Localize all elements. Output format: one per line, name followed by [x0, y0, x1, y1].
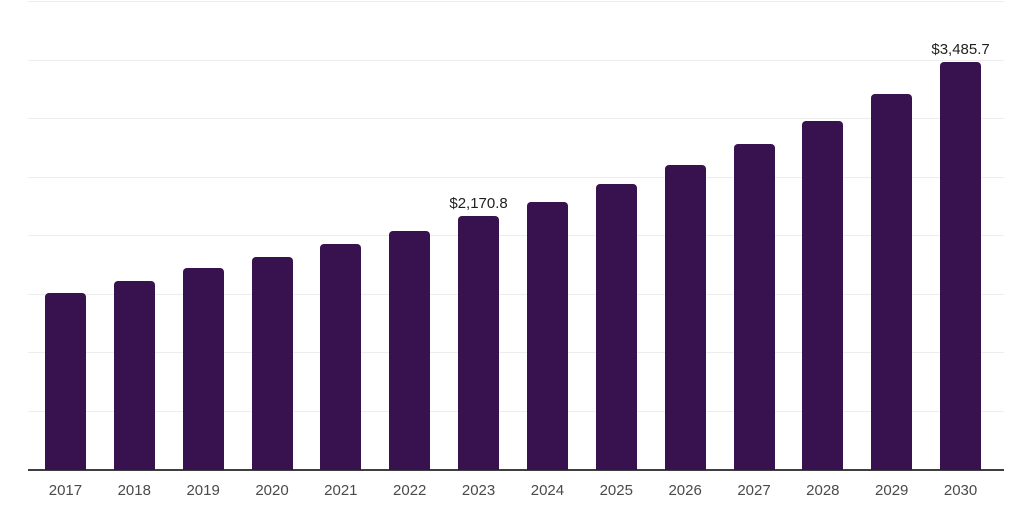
x-tick-2018: 2018 [117, 482, 151, 499]
bar-2029 [871, 93, 913, 470]
data-label-2030: $3,485.7 [931, 41, 990, 59]
x-tick-2027: 2027 [737, 482, 771, 499]
bar-2026 [664, 165, 706, 470]
x-tick-2024: 2024 [530, 482, 565, 499]
x-tick-2029: 2029 [875, 482, 909, 499]
bar-2018 [113, 280, 155, 470]
x-axis-line [28, 469, 1004, 471]
x-tick-2020: 2020 [255, 482, 289, 499]
gridline [28, 1, 1004, 2]
bar-2025 [595, 184, 637, 470]
gridline [28, 410, 1004, 412]
gridline [28, 293, 1004, 295]
x-axis: 2017 2018 2019 2020 2021 2022 2023 2024 2025 2026… [31, 482, 995, 504]
x-tick-2022: 2022 [393, 482, 427, 499]
x-tick-2025: 2025 [599, 482, 633, 499]
data-label-2023: $2,170.8 [449, 195, 508, 213]
bar-2020 [251, 256, 293, 470]
bar-2022 [389, 230, 431, 470]
x-tick-2026: 2026 [668, 482, 702, 499]
gridline [28, 176, 1004, 178]
gridline [28, 59, 1004, 61]
x-tick-2017: 2017 [48, 482, 83, 499]
bars-layer: $2,170.8 $3,485.7 [31, 2, 995, 470]
bar-2017 [44, 292, 86, 470]
bar-2019 [182, 268, 224, 470]
x-tick-2023: 2023 [461, 482, 496, 499]
bar-2027 [733, 144, 775, 470]
x-tick-2030: 2030 [943, 482, 978, 499]
bar-2023 [458, 216, 500, 470]
x-tick-2019: 2019 [186, 482, 220, 499]
x-tick-2028: 2028 [806, 482, 840, 499]
gridline [28, 235, 1004, 236]
grid-layer [28, 1, 1004, 471]
bar-2030 [940, 62, 982, 470]
gridline [28, 118, 1004, 119]
x-tick-2021: 2021 [324, 482, 358, 499]
gridline [28, 352, 1004, 353]
bar-2028 [802, 121, 844, 470]
bar-2021 [320, 244, 362, 470]
bar-2024 [526, 201, 568, 470]
